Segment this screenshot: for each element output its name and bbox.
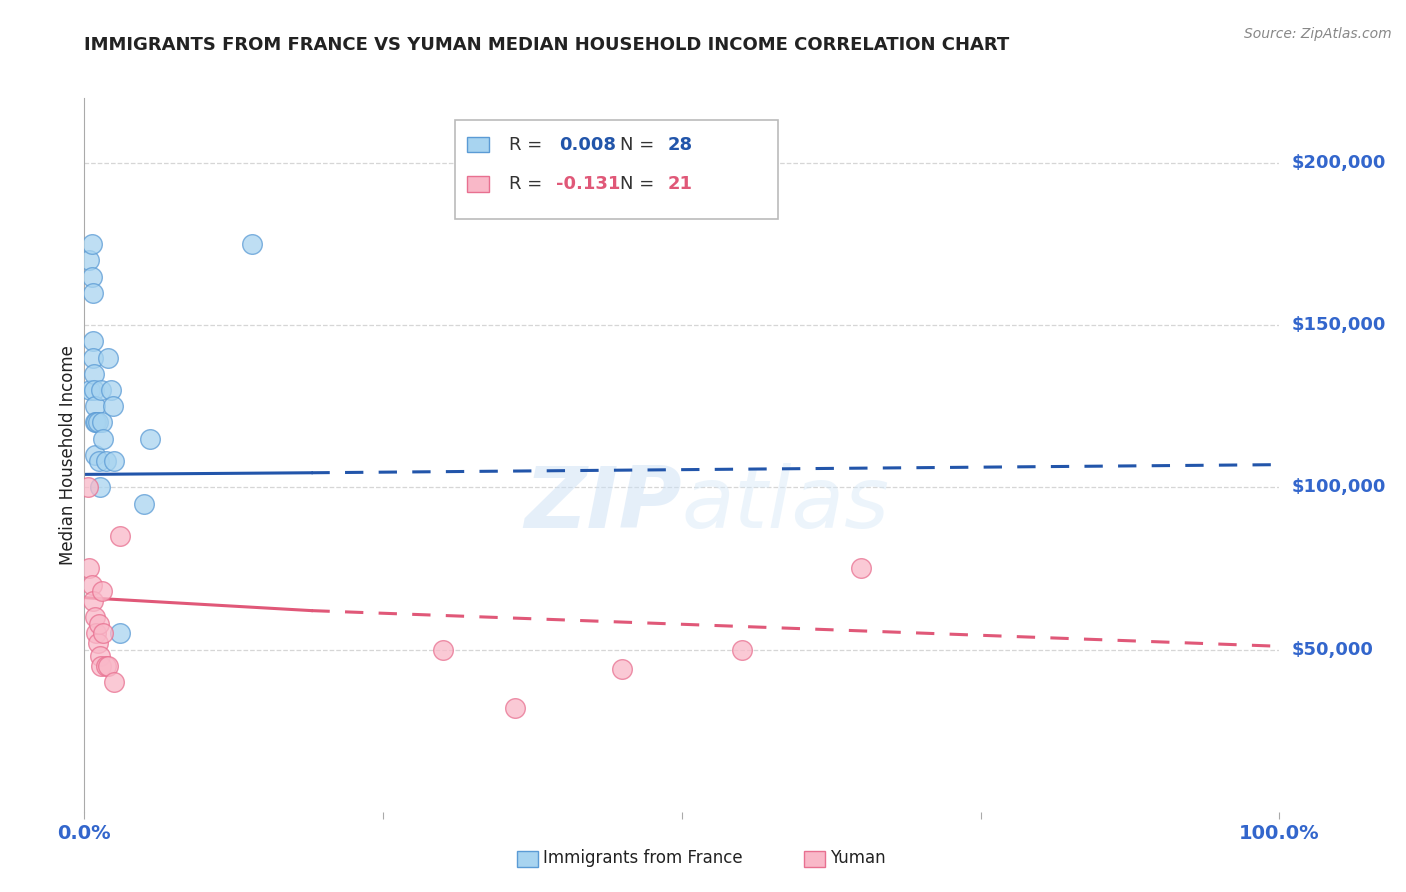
Point <box>101 399 124 413</box>
Text: ZIP: ZIP <box>524 463 682 547</box>
Text: N =: N = <box>620 175 659 193</box>
Point <box>82 285 104 300</box>
Point <box>240 237 263 252</box>
Point <box>110 626 132 640</box>
Text: Yuman: Yuman <box>830 849 886 867</box>
Point <box>80 237 103 252</box>
Point <box>110 529 132 543</box>
Point <box>79 383 101 397</box>
Point <box>139 432 162 446</box>
Point <box>83 383 105 397</box>
FancyBboxPatch shape <box>467 176 489 192</box>
FancyBboxPatch shape <box>517 851 538 867</box>
Point <box>610 662 633 676</box>
FancyBboxPatch shape <box>467 136 489 153</box>
Point <box>87 454 110 468</box>
Text: N =: N = <box>620 136 659 153</box>
Text: $50,000: $50,000 <box>1291 640 1374 658</box>
Point <box>82 334 104 349</box>
Text: -0.131: -0.131 <box>557 175 621 193</box>
FancyBboxPatch shape <box>456 120 778 219</box>
Y-axis label: Median Household Income: Median Household Income <box>59 345 77 565</box>
Point <box>77 480 100 494</box>
Text: $150,000: $150,000 <box>1291 316 1386 334</box>
Point <box>77 253 100 268</box>
Point <box>84 610 107 624</box>
Point <box>91 584 114 599</box>
Text: R =: R = <box>509 175 547 193</box>
Text: R =: R = <box>509 136 547 153</box>
Text: atlas: atlas <box>682 463 890 547</box>
Text: $200,000: $200,000 <box>1291 154 1386 172</box>
Point <box>82 594 104 608</box>
Point <box>84 626 107 640</box>
Point <box>731 642 754 657</box>
Point <box>83 367 105 381</box>
Point <box>97 351 120 365</box>
Point <box>849 561 872 575</box>
Point <box>432 642 454 657</box>
Point <box>503 701 526 715</box>
Point <box>84 399 107 413</box>
Point <box>103 675 125 690</box>
Point <box>86 636 108 650</box>
Text: 0.008: 0.008 <box>558 136 616 153</box>
Point <box>93 626 115 640</box>
Point <box>86 416 108 430</box>
Point <box>84 416 107 430</box>
Text: $100,000: $100,000 <box>1291 478 1386 496</box>
Point <box>77 561 100 575</box>
Point <box>100 383 122 397</box>
Point <box>84 448 107 462</box>
Point <box>90 383 112 397</box>
Point <box>90 658 112 673</box>
Text: Source: ZipAtlas.com: Source: ZipAtlas.com <box>1244 27 1392 41</box>
FancyBboxPatch shape <box>804 851 825 867</box>
Point <box>89 648 111 663</box>
Point <box>103 454 125 468</box>
Point <box>80 577 103 591</box>
Point <box>82 351 104 365</box>
Point <box>84 416 107 430</box>
Text: IMMIGRANTS FROM FRANCE VS YUMAN MEDIAN HOUSEHOLD INCOME CORRELATION CHART: IMMIGRANTS FROM FRANCE VS YUMAN MEDIAN H… <box>84 36 1010 54</box>
Point <box>97 658 120 673</box>
Text: 21: 21 <box>668 175 693 193</box>
Point <box>94 658 117 673</box>
Text: 28: 28 <box>668 136 693 153</box>
Point <box>87 616 110 631</box>
Text: Immigrants from France: Immigrants from France <box>543 849 742 867</box>
Point <box>80 269 103 284</box>
Point <box>91 416 114 430</box>
Point <box>94 454 117 468</box>
Point <box>89 480 111 494</box>
Point <box>93 432 115 446</box>
Point <box>132 497 156 511</box>
